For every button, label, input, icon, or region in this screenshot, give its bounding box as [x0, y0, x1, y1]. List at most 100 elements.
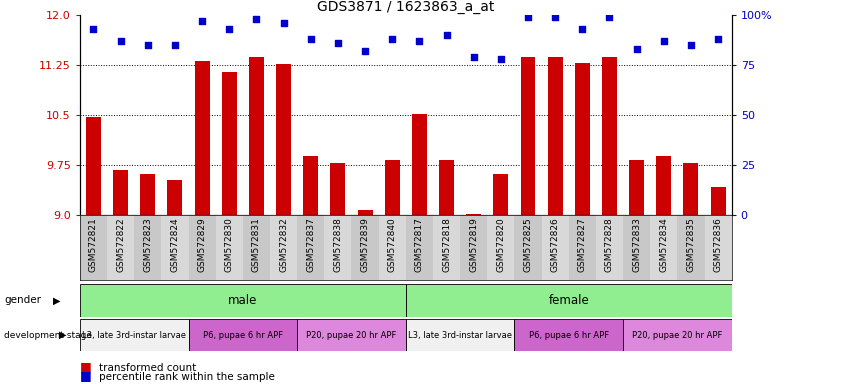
Point [250, 16, 263, 22]
Bar [650, 215, 677, 280]
Bar [623, 215, 650, 280]
Point [114, 38, 127, 45]
Bar [711, 187, 726, 215]
Text: ■: ■ [80, 360, 92, 373]
Bar [460, 215, 487, 280]
Text: L3, late 3rd-instar larvae: L3, late 3rd-instar larvae [408, 331, 512, 339]
Text: GSM572838: GSM572838 [333, 217, 342, 272]
Point [467, 54, 480, 60]
Text: L3, late 3rd-instar larvae: L3, late 3rd-instar larvae [82, 331, 186, 339]
Bar [304, 156, 318, 215]
Bar [194, 61, 209, 215]
Point [548, 14, 562, 20]
Bar [331, 163, 346, 215]
Bar [80, 215, 107, 280]
Point [495, 56, 508, 62]
Bar [542, 215, 569, 280]
Text: GSM572828: GSM572828 [605, 217, 614, 272]
Text: male: male [228, 294, 257, 307]
Bar [80, 284, 405, 317]
Point [657, 38, 670, 45]
Text: GSM572826: GSM572826 [551, 217, 559, 272]
Bar [466, 214, 481, 215]
Point [413, 38, 426, 45]
Text: female: female [548, 294, 589, 307]
Text: GSM572821: GSM572821 [89, 217, 98, 272]
Text: ▶: ▶ [60, 330, 66, 340]
Text: ▶: ▶ [54, 295, 61, 306]
Point [358, 48, 372, 55]
Bar [114, 170, 128, 215]
Text: P20, pupae 20 hr APF: P20, pupae 20 hr APF [632, 331, 722, 339]
Point [685, 42, 698, 48]
Text: P20, pupae 20 hr APF: P20, pupae 20 hr APF [306, 331, 397, 339]
Point [630, 46, 643, 52]
Bar [547, 56, 563, 215]
Text: GSM572832: GSM572832 [279, 217, 288, 272]
Bar [515, 319, 623, 351]
Bar [521, 56, 536, 215]
Point [575, 26, 589, 32]
Point [603, 14, 616, 20]
Bar [352, 215, 378, 280]
Bar [412, 114, 427, 215]
Text: GSM572840: GSM572840 [388, 217, 397, 272]
Bar [135, 215, 161, 280]
Text: GSM572824: GSM572824 [171, 217, 179, 271]
Bar [433, 215, 460, 280]
Point [440, 32, 453, 38]
Point [521, 14, 535, 20]
Bar [325, 215, 352, 280]
Bar [378, 215, 405, 280]
Bar [357, 210, 373, 215]
Text: GSM572834: GSM572834 [659, 217, 669, 272]
Bar [656, 156, 671, 215]
Bar [249, 56, 264, 215]
Point [304, 36, 317, 42]
Point [87, 26, 100, 32]
Text: ■: ■ [80, 369, 92, 382]
Text: GSM572836: GSM572836 [714, 217, 722, 272]
Bar [297, 319, 405, 351]
Bar [270, 215, 297, 280]
Bar [276, 64, 291, 215]
Bar [405, 319, 515, 351]
Bar [575, 63, 590, 215]
Bar [161, 215, 188, 280]
Point [223, 26, 236, 32]
Bar [684, 163, 698, 215]
Text: GSM572837: GSM572837 [306, 217, 315, 272]
Text: GSM572835: GSM572835 [686, 217, 696, 272]
Text: GSM572829: GSM572829 [198, 217, 207, 272]
Bar [297, 215, 325, 280]
Bar [215, 215, 243, 280]
Point [277, 20, 290, 26]
Bar [705, 215, 732, 280]
Bar [405, 284, 732, 317]
Point [141, 42, 155, 48]
Text: GSM572825: GSM572825 [523, 217, 532, 272]
Text: GSM572822: GSM572822 [116, 217, 125, 271]
Bar [188, 319, 297, 351]
Text: development stage: development stage [4, 331, 93, 339]
Text: GSM572820: GSM572820 [496, 217, 505, 272]
Text: GSM572831: GSM572831 [252, 217, 261, 272]
Bar [405, 215, 433, 280]
Text: GSM572827: GSM572827 [578, 217, 587, 272]
Bar [596, 215, 623, 280]
Text: GSM572817: GSM572817 [415, 217, 424, 272]
Bar [494, 174, 508, 215]
Text: P6, pupae 6 hr APF: P6, pupae 6 hr APF [529, 331, 609, 339]
Bar [188, 215, 215, 280]
Bar [167, 180, 182, 215]
Bar [222, 72, 236, 215]
Bar [515, 215, 542, 280]
Text: GSM572823: GSM572823 [143, 217, 152, 272]
Point [195, 18, 209, 25]
Bar [629, 161, 644, 215]
Text: transformed count: transformed count [99, 363, 197, 373]
Text: P6, pupae 6 hr APF: P6, pupae 6 hr APF [203, 331, 283, 339]
Bar [569, 215, 596, 280]
Bar [384, 160, 399, 215]
Point [711, 36, 725, 42]
